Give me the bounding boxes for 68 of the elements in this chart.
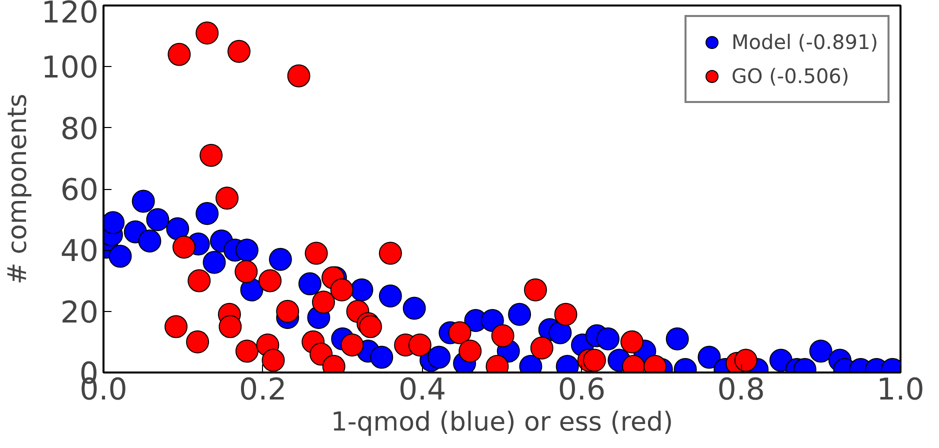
point bbox=[196, 202, 219, 225]
point bbox=[258, 269, 282, 292]
point bbox=[138, 230, 162, 252]
point bbox=[172, 236, 196, 259]
point bbox=[166, 217, 190, 240]
point bbox=[304, 242, 328, 265]
point bbox=[370, 346, 394, 369]
point bbox=[350, 278, 374, 302]
point bbox=[458, 340, 482, 363]
point bbox=[312, 290, 335, 314]
point bbox=[734, 348, 758, 372]
point bbox=[235, 340, 258, 363]
point bbox=[164, 315, 188, 338]
x-tick-label: 1.0 bbox=[876, 372, 924, 408]
point bbox=[146, 208, 170, 232]
x-tick-label: 0.6 bbox=[558, 372, 606, 408]
point bbox=[235, 238, 258, 262]
y-axis-title: # components bbox=[3, 94, 34, 284]
point bbox=[582, 348, 606, 372]
point bbox=[186, 330, 210, 354]
y-tick-label: 120 bbox=[41, 0, 99, 30]
point bbox=[200, 144, 223, 167]
y-tick-label: 80 bbox=[60, 112, 99, 147]
y-tick-label: 60 bbox=[60, 173, 99, 208]
point bbox=[287, 64, 310, 88]
point bbox=[218, 315, 242, 338]
point bbox=[530, 336, 554, 360]
point bbox=[809, 340, 832, 363]
point bbox=[330, 278, 354, 302]
point bbox=[268, 248, 292, 271]
point bbox=[202, 250, 226, 274]
point bbox=[524, 278, 547, 302]
point bbox=[168, 42, 191, 66]
y-tick-label: 100 bbox=[41, 50, 99, 86]
point bbox=[548, 321, 572, 344]
point bbox=[298, 272, 322, 296]
point bbox=[698, 346, 721, 369]
point bbox=[196, 22, 219, 45]
point bbox=[408, 333, 432, 356]
x-tick-label: 0.2 bbox=[239, 372, 287, 408]
x-tick-label: 0.4 bbox=[398, 372, 446, 408]
point bbox=[276, 300, 300, 323]
y-tick-label: 20 bbox=[60, 295, 99, 330]
point bbox=[491, 324, 514, 348]
x-axis-title: 1-qmod (blue) or ess (red) bbox=[330, 408, 674, 438]
point bbox=[508, 302, 532, 326]
point bbox=[132, 190, 155, 213]
point bbox=[620, 330, 644, 354]
y-tick-label: 40 bbox=[60, 234, 99, 270]
point bbox=[188, 269, 211, 292]
point bbox=[234, 260, 258, 284]
point bbox=[378, 284, 402, 308]
x-tick-label: 0.8 bbox=[717, 372, 765, 408]
point bbox=[262, 348, 285, 372]
point bbox=[216, 186, 239, 210]
point bbox=[108, 244, 132, 268]
legend-label: GO (-0.506) bbox=[732, 64, 850, 88]
legend-label: Model (-0.891) bbox=[732, 30, 878, 54]
point bbox=[227, 40, 250, 63]
point bbox=[340, 333, 364, 356]
point bbox=[480, 309, 504, 332]
point bbox=[448, 321, 472, 344]
point bbox=[378, 242, 402, 265]
point bbox=[666, 327, 689, 350]
point bbox=[428, 346, 451, 369]
point bbox=[596, 327, 620, 350]
point bbox=[402, 296, 426, 320]
point bbox=[554, 302, 578, 326]
